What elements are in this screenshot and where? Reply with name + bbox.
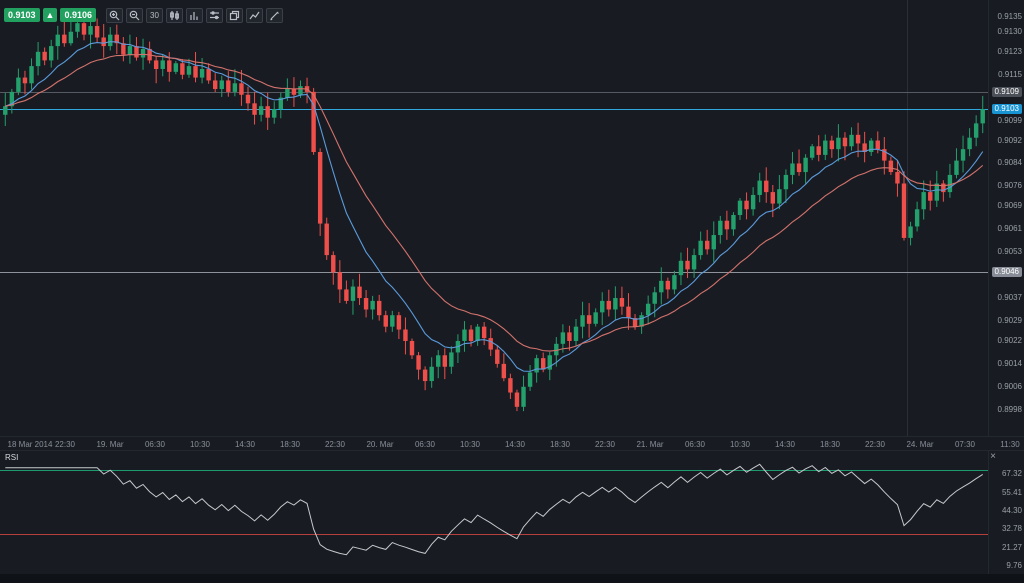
price-axis-label: 0.9099	[997, 116, 1022, 125]
rsi-axis-label: 44.30	[1001, 506, 1022, 515]
price-axis-label: 0.9115	[998, 70, 1022, 79]
time-axis-label: 24. Mar	[906, 440, 934, 449]
price-axis-label: 0.9006	[997, 382, 1022, 391]
rsi-close-button[interactable]: ×	[990, 451, 996, 462]
rsi-panel: RSI × 67.32 55.41 44.30 32.78 21.27 9.76	[0, 450, 1024, 575]
price-axis-label: 0.8998	[997, 405, 1022, 414]
rsi-axis-label: 9.76	[1006, 561, 1022, 570]
price-axis-label: 0.9037	[997, 293, 1022, 302]
time-axis-label: 18 Mar 2014	[7, 440, 53, 449]
time-axis-label: 06:30	[684, 440, 706, 449]
time-axis-label: 18:30	[549, 440, 571, 449]
time-axis-label: 14:30	[234, 440, 256, 449]
price-axis-label: 0.9135	[997, 12, 1022, 21]
zoom-in-button[interactable]	[105, 7, 123, 23]
rsi-axis-label: 55.41	[1001, 488, 1022, 497]
bid-price-badge[interactable]: 0.9103	[4, 8, 40, 22]
magnifier-minus-icon	[129, 10, 140, 20]
time-axis-label: 22:30	[594, 440, 616, 449]
time-axis-label: 06:30	[144, 440, 166, 449]
time-axis-label: 11:30	[1000, 440, 1020, 449]
price-chart-canvas[interactable]	[0, 0, 988, 436]
time-axis[interactable]: 18 Mar 2014 22:30 19. Mar 06:30 10:30 14:30 18…	[0, 436, 1024, 450]
price-axis-label: 0.9022	[997, 336, 1022, 345]
time-axis-label: 06:30	[414, 440, 436, 449]
chart-type-button[interactable]	[165, 7, 183, 23]
rsi-axis[interactable]: 67.32 55.41 44.30 32.78 21.27 9.76	[988, 451, 1024, 575]
pencil-icon	[270, 11, 279, 20]
indicators-button[interactable]	[205, 7, 223, 23]
ask-price-badge[interactable]: 0.9106	[60, 8, 96, 22]
price-axis-label: 0.9092	[997, 136, 1022, 145]
line-chart-icon	[249, 11, 260, 19]
zoom-out-button[interactable]	[125, 7, 143, 23]
price-axis-label: 0.9130	[997, 27, 1022, 36]
time-axis-label: 22:30	[864, 440, 886, 449]
price-axis-label: 0.9123	[997, 47, 1022, 56]
candles-icon	[170, 10, 179, 20]
templates-button[interactable]	[225, 7, 243, 23]
rsi-indicator-label: RSI	[5, 453, 19, 462]
price-axis-label: 0.9053	[997, 247, 1022, 256]
rsi-axis-label: 21.27	[1001, 543, 1022, 552]
overlay-chart-button[interactable]	[245, 7, 263, 23]
price-axis-label: 0.9084	[997, 158, 1022, 167]
draw-button[interactable]	[265, 7, 283, 23]
rsi-axis-label: 67.32	[1001, 469, 1022, 478]
price-axis[interactable]: 0.9135 0.9130 0.9123 0.9115 0.9109 0.9103 0.90…	[988, 0, 1024, 436]
price-level-badge: 0.9046	[991, 267, 1022, 277]
rsi-axis-label: 32.78	[1001, 524, 1022, 533]
price-axis-label: 0.9069	[997, 201, 1022, 210]
time-axis-label: 10:30	[459, 440, 481, 449]
price-direction-up-icon: ▲	[42, 8, 58, 22]
price-axis-label: 0.9014	[997, 359, 1022, 368]
timeframe-button[interactable]: 30	[145, 7, 163, 23]
histogram-icon	[190, 11, 198, 20]
copy-icon	[229, 10, 240, 20]
price-axis-label: 0.9076	[997, 181, 1022, 190]
chart-toolbar: 0.9103 ▲ 0.9106 30	[4, 7, 283, 23]
time-axis-label: 19. Mar	[96, 440, 124, 449]
bottom-bar	[0, 574, 1024, 583]
time-axis-label: 10:30	[189, 440, 211, 449]
time-axis-label: 20. Mar	[366, 440, 394, 449]
time-axis-label: 14:30	[504, 440, 526, 449]
magnifier-plus-icon	[109, 10, 120, 20]
time-axis-label: 22:30	[324, 440, 346, 449]
price-axis-label: 0.9061	[997, 224, 1022, 233]
time-axis-label: 18:30	[279, 440, 301, 449]
time-axis-label: 07:30	[954, 440, 976, 449]
time-axis-label: 14:30	[774, 440, 796, 449]
price-level-badge: 0.9109	[991, 87, 1022, 97]
price-axis-label: 0.9029	[997, 316, 1022, 325]
sliders-icon	[209, 10, 219, 19]
histogram-button[interactable]	[185, 7, 203, 23]
time-axis-label: 22:30	[54, 440, 76, 449]
time-axis-label: 21. Mar	[636, 440, 664, 449]
time-axis-label: 18:30	[819, 440, 841, 449]
rsi-canvas[interactable]	[0, 451, 988, 575]
current-price-badge: 0.9103	[991, 104, 1022, 114]
time-axis-label: 10:30	[729, 440, 751, 449]
